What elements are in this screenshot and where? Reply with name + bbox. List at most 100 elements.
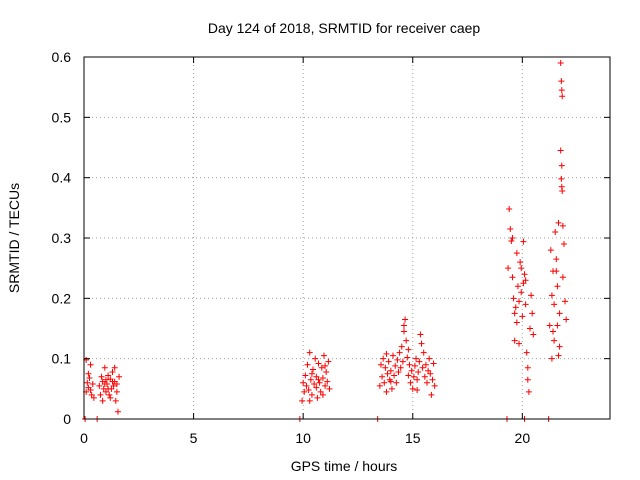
data-point — [299, 397, 306, 404]
data-point — [425, 367, 432, 374]
plot-frame — [83, 56, 611, 420]
data-point — [318, 364, 325, 371]
data-point — [388, 385, 395, 392]
data-point — [557, 147, 564, 154]
data-point — [306, 397, 313, 404]
data-point — [528, 292, 535, 299]
data-point — [556, 343, 563, 350]
data-point — [510, 295, 517, 302]
data-point — [422, 361, 429, 368]
data-point — [395, 368, 402, 375]
data-point — [552, 228, 559, 235]
data-point — [385, 358, 392, 365]
data-point — [112, 397, 119, 404]
data-point — [517, 259, 524, 266]
data-point — [419, 364, 426, 371]
data-point — [317, 388, 324, 395]
grid-layer — [84, 57, 610, 419]
data-point — [384, 370, 391, 377]
data-point — [404, 354, 411, 361]
data-point — [430, 360, 437, 367]
data-point — [420, 349, 427, 356]
data-point — [405, 346, 412, 353]
y-axis-label: SRMTID / TECUs — [6, 183, 22, 293]
data-point — [114, 408, 121, 415]
y-tick-label: 0.2 — [52, 290, 72, 306]
data-point — [376, 382, 383, 389]
data-point — [508, 238, 515, 245]
data-point — [304, 361, 311, 368]
data-point — [506, 206, 513, 213]
data-point — [315, 360, 322, 367]
data-point — [554, 283, 561, 290]
data-point — [106, 391, 113, 398]
data-point — [408, 367, 415, 374]
data-point — [390, 352, 397, 359]
data-point — [320, 352, 327, 359]
data-point — [393, 379, 400, 386]
data-point — [87, 361, 94, 368]
data-point — [519, 313, 526, 320]
data-point — [99, 397, 106, 404]
data-point — [558, 87, 565, 94]
data-point — [107, 394, 114, 401]
data-point — [86, 374, 93, 381]
data-point — [558, 162, 565, 169]
data-point — [105, 372, 112, 379]
data-point — [308, 391, 315, 398]
data-point — [513, 319, 520, 326]
data-point — [88, 391, 95, 398]
data-point — [392, 362, 399, 369]
data-point — [394, 356, 401, 363]
data-point — [527, 325, 534, 332]
data-point — [97, 391, 104, 398]
data-point — [87, 387, 94, 394]
data-point — [548, 355, 555, 362]
data-point — [514, 283, 521, 290]
x-tick-label: 5 — [190, 430, 198, 446]
points-layer — [82, 60, 570, 422]
data-point — [303, 382, 310, 389]
data-point — [410, 373, 417, 380]
data-point — [505, 265, 512, 272]
y-tick-label: 0.1 — [52, 351, 72, 367]
data-point — [550, 328, 557, 335]
data-point — [397, 364, 404, 371]
ticks-layer — [83, 56, 610, 420]
x-tick-label: 20 — [515, 430, 531, 446]
data-point — [391, 372, 398, 379]
data-point — [302, 372, 309, 379]
data-point — [98, 373, 105, 380]
data-point — [509, 235, 516, 241]
data-point — [511, 310, 518, 317]
data-point — [313, 373, 320, 380]
y-tick-label: 0.6 — [52, 49, 72, 65]
data-point — [551, 301, 558, 308]
tick-labels: 0 0.1 0.2 0.3 0.4 0.5 0.6 0 5 10 15 20 — [52, 49, 531, 446]
data-point — [555, 352, 562, 359]
data-point — [398, 343, 405, 350]
data-point — [507, 225, 514, 232]
data-point — [96, 382, 103, 389]
data-point — [301, 388, 308, 395]
data-point — [311, 381, 318, 388]
data-point — [305, 387, 312, 394]
data-point — [554, 322, 561, 329]
data-point — [518, 265, 525, 272]
data-point — [102, 376, 109, 383]
data-point — [324, 378, 331, 385]
data-point — [89, 381, 96, 388]
y-tick-label: 0 — [63, 411, 71, 427]
data-point — [431, 382, 438, 389]
data-point — [111, 364, 118, 371]
data-point — [85, 370, 92, 377]
data-point — [512, 304, 519, 311]
data-point — [553, 268, 560, 275]
data-point — [563, 316, 570, 323]
data-point — [516, 298, 523, 305]
data-point — [314, 394, 321, 401]
data-point — [559, 274, 566, 281]
data-point — [403, 337, 410, 344]
data-point — [101, 381, 108, 388]
